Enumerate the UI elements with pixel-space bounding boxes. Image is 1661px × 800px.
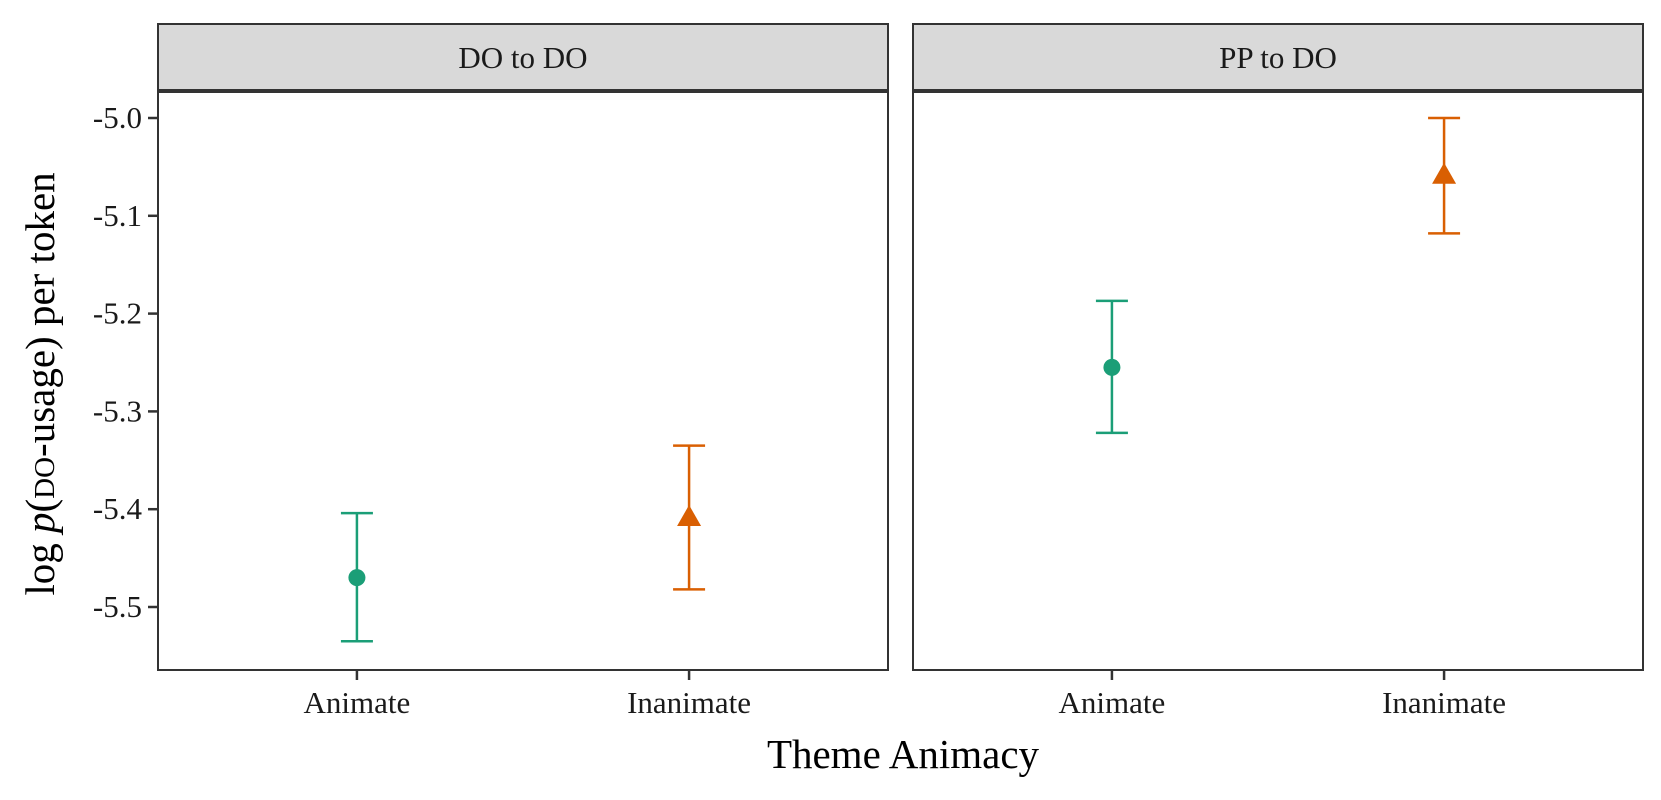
- panel-2: PP to DO Animate Inanimate: [912, 23, 1644, 720]
- x-tick-label: Inanimate: [1382, 685, 1506, 720]
- x-tick-label: Animate: [304, 685, 411, 720]
- y-tick-label: -5.4: [93, 491, 143, 526]
- y-axis-label-open: (: [17, 499, 63, 513]
- y-axis: -5.0 -5.1 -5.2 -5.3 -5.4 -5.5: [93, 100, 158, 624]
- y-tick-label: -5.3: [93, 393, 142, 428]
- point-animate: [348, 569, 366, 587]
- y-tick-label: -5.1: [93, 198, 142, 233]
- facet-title: PP to DO: [1219, 40, 1337, 75]
- y-tick-label: -5.5: [93, 589, 142, 624]
- y-axis-label-suffix: -usage) per token: [17, 172, 63, 457]
- x-tick-label: Inanimate: [627, 685, 751, 720]
- point-animate: [1103, 358, 1121, 376]
- y-tick-label: -5.0: [93, 100, 142, 135]
- y-tick-label: -5.2: [93, 296, 142, 331]
- x-tick-label: Animate: [1059, 685, 1166, 720]
- panel-1: DO to DO Animate Inanimate: [157, 23, 889, 720]
- point-inanimate: [1432, 162, 1457, 184]
- y-axis-label: log p(DO-usage) per token: [17, 172, 63, 595]
- facet-strip: [912, 23, 1644, 92]
- x-axis-label: Theme Animacy: [767, 731, 1040, 777]
- plot-area: [912, 90, 1644, 671]
- facet-strip: [157, 23, 889, 92]
- y-axis-label-smallcaps: DO: [29, 457, 61, 499]
- point-inanimate: [677, 505, 702, 527]
- y-axis-label-p: p: [17, 513, 63, 537]
- facet-title: DO to DO: [458, 40, 587, 75]
- panels: DO to DO Animate Inanimate PP to DO Animate I…: [157, 23, 1644, 720]
- y-axis-label-prefix: log: [17, 533, 63, 596]
- plot-area: [157, 90, 889, 671]
